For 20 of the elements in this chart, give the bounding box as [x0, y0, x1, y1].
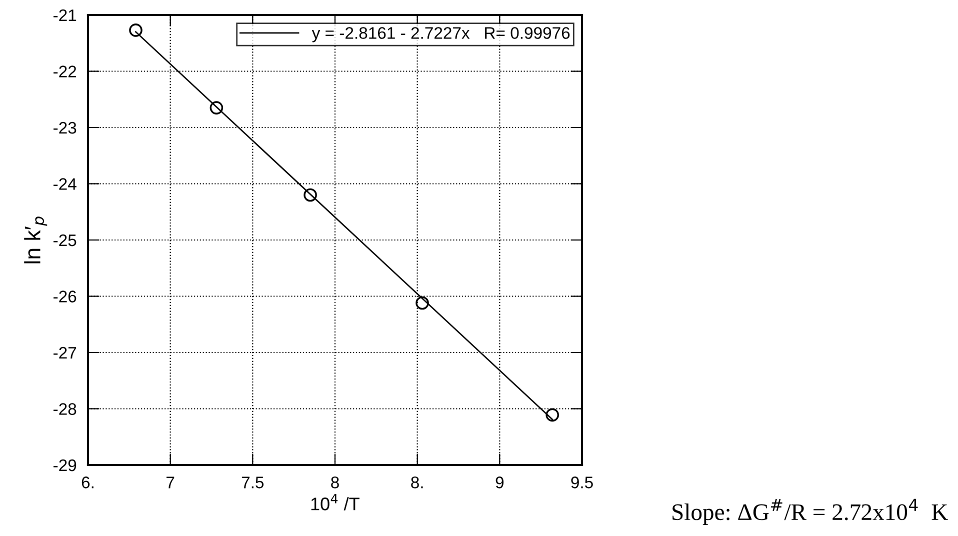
y-axis-title: ln k′$_{p}$ [24, 216, 48, 264]
y-tick-label: -25 [54, 234, 76, 246]
x-tick-label: 9 [496, 476, 504, 488]
y-tick-label: -22 [54, 66, 76, 78]
y-tick-label: -28 [54, 403, 76, 415]
y-tick-label: -26 [54, 290, 76, 302]
x-tick-label: 7.5 [242, 476, 264, 488]
y-tick-label: -21 [54, 9, 76, 22]
x-tick-label: 8 [331, 476, 339, 488]
legend-label: y = -2.8161 - 2.7227x R= 0.99976 [312, 27, 570, 42]
x-axis-title: 10$^{4}$ /T [311, 494, 360, 510]
text: Slope: ΔG$^{#}$/R = 2.72x10$^{4}$ K [672, 498, 948, 525]
x-tick-label: 6. [82, 476, 94, 488]
y-tick-label: -27 [54, 346, 76, 359]
y-tick-label: -29 [54, 459, 76, 472]
y-tick-label: -24 [54, 178, 76, 190]
x-tick-label: 7 [166, 476, 174, 488]
x-tick-label: 8. [411, 476, 423, 488]
y-tick-label: -23 [54, 122, 76, 134]
x-tick-label: 9.5 [571, 476, 593, 488]
